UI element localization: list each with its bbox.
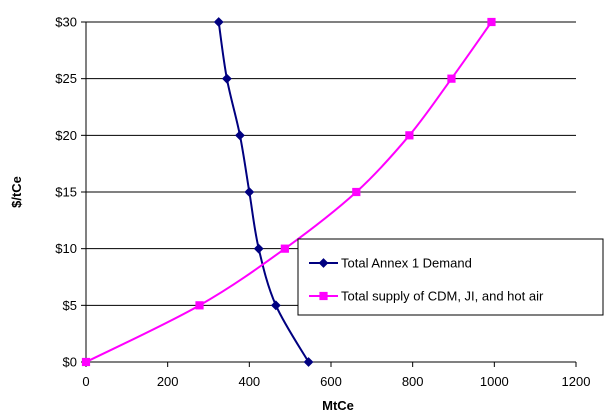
data-point-supply — [352, 187, 361, 197]
x-tick-label: 1200 — [562, 374, 591, 389]
legend-item-supply: Total supply of CDM, JI, and hot air — [309, 289, 544, 304]
data-point-demand — [253, 243, 264, 254]
data-point-supply — [195, 301, 204, 310]
series-layer — [81, 17, 496, 367]
legend-box — [297, 238, 604, 316]
x-tick-label: 600 — [320, 374, 342, 389]
x-tick-label: 1000 — [480, 374, 509, 389]
data-point-demand — [270, 300, 281, 311]
data-point-demand — [303, 357, 314, 367]
data-point-supply — [405, 131, 414, 140]
x-tick-label: 800 — [402, 374, 424, 389]
y-tick-label: $20 — [55, 128, 77, 143]
data-point-supply — [487, 17, 496, 27]
legend-label: Total Annex 1 Demand — [341, 256, 472, 271]
y-tick-label: $5 — [63, 298, 77, 313]
x-tick-label: 400 — [238, 374, 260, 389]
data-point-demand — [213, 17, 224, 27]
legend-swatch-marker — [319, 291, 328, 301]
y-tick-label: $25 — [55, 71, 77, 86]
x-axis-title: MtCe — [322, 398, 354, 413]
y-axis-title: $/tCe — [9, 176, 24, 208]
legend-swatch-marker — [318, 258, 329, 268]
data-point-supply — [81, 357, 91, 367]
series-demand — [213, 17, 314, 367]
x-tick-label: 200 — [157, 374, 179, 389]
data-point-demand — [244, 187, 255, 197]
legend-item-demand: Total Annex 1 Demand — [309, 256, 472, 271]
data-point-supply — [280, 244, 289, 253]
data-point-demand — [221, 73, 232, 84]
x-axis-ticks: 0 200 400 600 800 1000 1200 — [82, 362, 590, 389]
legend-label: Total supply of CDM, JI, and hot air — [341, 289, 544, 304]
x-tick-label: 0 — [82, 374, 89, 389]
data-point-demand — [235, 130, 245, 141]
y-tick-label: $10 — [55, 241, 77, 256]
y-axis-ticks: $0 $5 $10 $15 $20 $25 $30 — [55, 15, 86, 370]
y-tick-label: $30 — [55, 15, 77, 30]
series-supply — [81, 17, 496, 367]
y-tick-label: $15 — [55, 185, 77, 200]
legend: Total Annex 1 Demand Total supply of CDM,… — [297, 238, 604, 316]
data-point-supply — [447, 74, 456, 83]
y-tick-label: $0 — [63, 355, 77, 370]
